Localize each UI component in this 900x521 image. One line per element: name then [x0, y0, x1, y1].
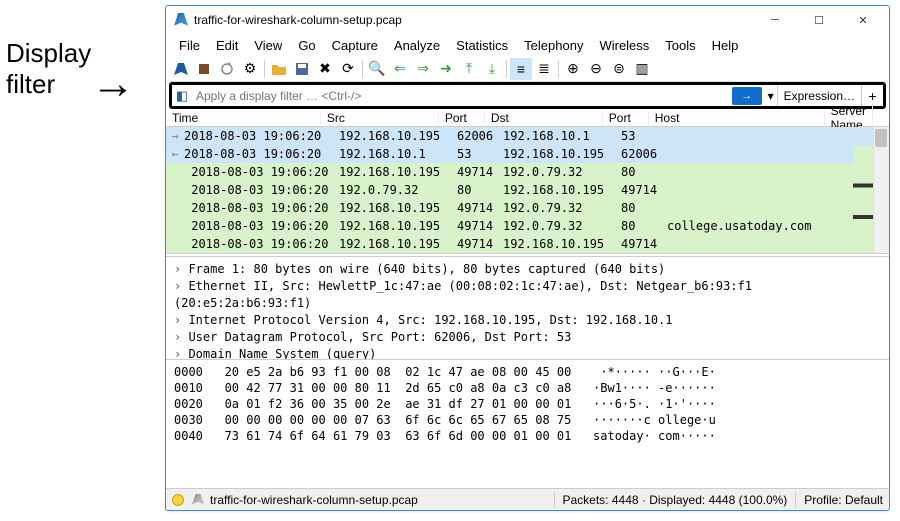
packet-row[interactable]: 2018-08-03 19:06:20192.0.79.3280192.168.…	[166, 181, 889, 199]
app-icon	[174, 13, 188, 27]
detail-row[interactable]: Internet Protocol Version 4, Src: 192.16…	[174, 312, 881, 329]
annotation-arrow-icon: →	[91, 62, 135, 106]
apply-filter-button[interactable]: →	[732, 87, 762, 105]
toolbar: ⚙ ✖ ⟳ 🔍 ⇐ ⇒ ➜ ⤒ ⤓ ≡ ≣ ⊕ ⊖ ⊜ ▥	[166, 56, 889, 82]
expert-info-icon[interactable]	[172, 494, 184, 506]
menu-view[interactable]: View	[247, 36, 289, 55]
packet-row[interactable]: ←2018-08-03 19:06:20192.168.10.153192.16…	[166, 145, 889, 163]
next-icon[interactable]: ⇒	[412, 58, 434, 80]
col-time[interactable]: Time	[166, 111, 321, 125]
resize-columns-icon[interactable]: ▥	[631, 58, 653, 80]
separator	[264, 60, 265, 78]
prev-icon[interactable]: ⇐	[389, 58, 411, 80]
status-profile[interactable]: Profile: Default	[804, 493, 883, 507]
capture-file-icon	[192, 494, 204, 506]
colorize-icon[interactable]: ≣	[533, 58, 555, 80]
status-file: traffic-for-wireshark-column-setup.pcap	[210, 493, 546, 507]
first-icon[interactable]: ⤒	[458, 58, 480, 80]
restart-capture-icon[interactable]	[216, 58, 238, 80]
col-host[interactable]: Host	[649, 111, 825, 125]
titlebar: traffic-for-wireshark-column-setup.pcap …	[166, 6, 889, 34]
detail-row[interactable]: User Datagram Protocol, Src Port: 62006,…	[174, 329, 881, 346]
separator	[558, 60, 559, 78]
packet-row[interactable]: 2018-08-03 19:06:20192.168.10.1954971419…	[166, 199, 889, 217]
packet-row[interactable]: →2018-08-03 19:06:20192.168.10.195620061…	[166, 127, 889, 145]
packet-details[interactable]: Frame 1: 80 bytes on wire (640 bits), 80…	[166, 257, 889, 359]
bookmark-icon[interactable]: ◧	[172, 88, 192, 104]
packet-row[interactable]: 2018-08-03 19:06:20192.168.10.1954971419…	[166, 163, 889, 181]
close-file-icon[interactable]: ✖	[314, 58, 336, 80]
annotation-label: Display filter →	[6, 38, 91, 100]
filter-history-dropdown[interactable]: ▾	[765, 89, 777, 103]
minimize-button[interactable]: ─	[753, 6, 797, 34]
stop-capture-icon[interactable]	[193, 58, 215, 80]
window-title: traffic-for-wireshark-column-setup.pcap	[194, 13, 753, 27]
packet-row[interactable]: 2018-08-03 19:06:20192.168.10.1954971419…	[166, 217, 889, 235]
detail-row[interactable]: Ethernet II, Src: HewlettP_1c:47:ae (00:…	[174, 278, 881, 312]
packet-scrollbar[interactable]	[873, 127, 889, 253]
zoom-in-icon[interactable]: ⊕	[562, 58, 584, 80]
open-icon[interactable]	[268, 58, 290, 80]
separator	[506, 60, 507, 78]
zoom-reset-icon[interactable]: ⊜	[608, 58, 630, 80]
menu-file[interactable]: File	[172, 36, 207, 55]
menu-capture[interactable]: Capture	[325, 36, 385, 55]
menu-wireless[interactable]: Wireless	[592, 36, 656, 55]
menubar: File Edit View Go Capture Analyze Statis…	[166, 34, 889, 56]
autoscroll-icon[interactable]: ≡	[510, 58, 532, 80]
menu-telephony[interactable]: Telephony	[517, 36, 590, 55]
app-window: traffic-for-wireshark-column-setup.pcap …	[165, 5, 890, 511]
zoom-out-icon[interactable]: ⊖	[585, 58, 607, 80]
packet-row[interactable]: 2018-08-03 19:06:20192.168.10.1954971419…	[166, 235, 889, 253]
start-capture-icon[interactable]	[170, 58, 192, 80]
menu-help[interactable]: Help	[705, 36, 746, 55]
separator	[554, 492, 555, 508]
menu-go[interactable]: Go	[291, 36, 322, 55]
close-button[interactable]: ✕	[841, 6, 885, 34]
menu-tools[interactable]: Tools	[658, 36, 702, 55]
save-icon[interactable]	[291, 58, 313, 80]
packet-list[interactable]: →2018-08-03 19:06:20192.168.10.195620061…	[166, 127, 889, 253]
statusbar: traffic-for-wireshark-column-setup.pcap …	[166, 488, 889, 510]
detail-row[interactable]: Frame 1: 80 bytes on wire (640 bits), 80…	[174, 261, 881, 278]
detail-row[interactable]: Domain Name System (query)	[174, 346, 881, 359]
col-port2[interactable]: Port	[603, 111, 649, 125]
menu-statistics[interactable]: Statistics	[449, 36, 515, 55]
separator	[795, 492, 796, 508]
packet-minimap	[853, 127, 873, 253]
packet-list-header: Time Src Port Dst Port Host Server Name	[166, 109, 889, 127]
packet-bytes[interactable]: 0000 20 e5 2a b6 93 f1 00 08 02 1c 47 ae…	[166, 359, 889, 488]
separator	[362, 60, 363, 78]
find-icon[interactable]: 🔍	[366, 58, 388, 80]
last-icon[interactable]: ⤓	[481, 58, 503, 80]
display-filter-bar: ◧ → ▾ Expression… +	[169, 82, 886, 109]
annotation-line1: Display	[6, 38, 91, 69]
goto-icon[interactable]: ➜	[435, 58, 457, 80]
menu-edit[interactable]: Edit	[209, 36, 245, 55]
col-port[interactable]: Port	[439, 111, 485, 125]
annotation-line2: filter	[6, 69, 91, 100]
col-src[interactable]: Src	[321, 111, 439, 125]
status-packets: Packets: 4448 · Displayed: 4448 (100.0%)	[563, 493, 788, 507]
display-filter-input[interactable]	[192, 86, 732, 106]
reload-icon[interactable]: ⟳	[337, 58, 359, 80]
options-icon[interactable]: ⚙	[239, 58, 261, 80]
menu-analyze[interactable]: Analyze	[387, 36, 447, 55]
col-dst[interactable]: Dst	[485, 111, 603, 125]
maximize-button[interactable]: ☐	[797, 6, 841, 34]
